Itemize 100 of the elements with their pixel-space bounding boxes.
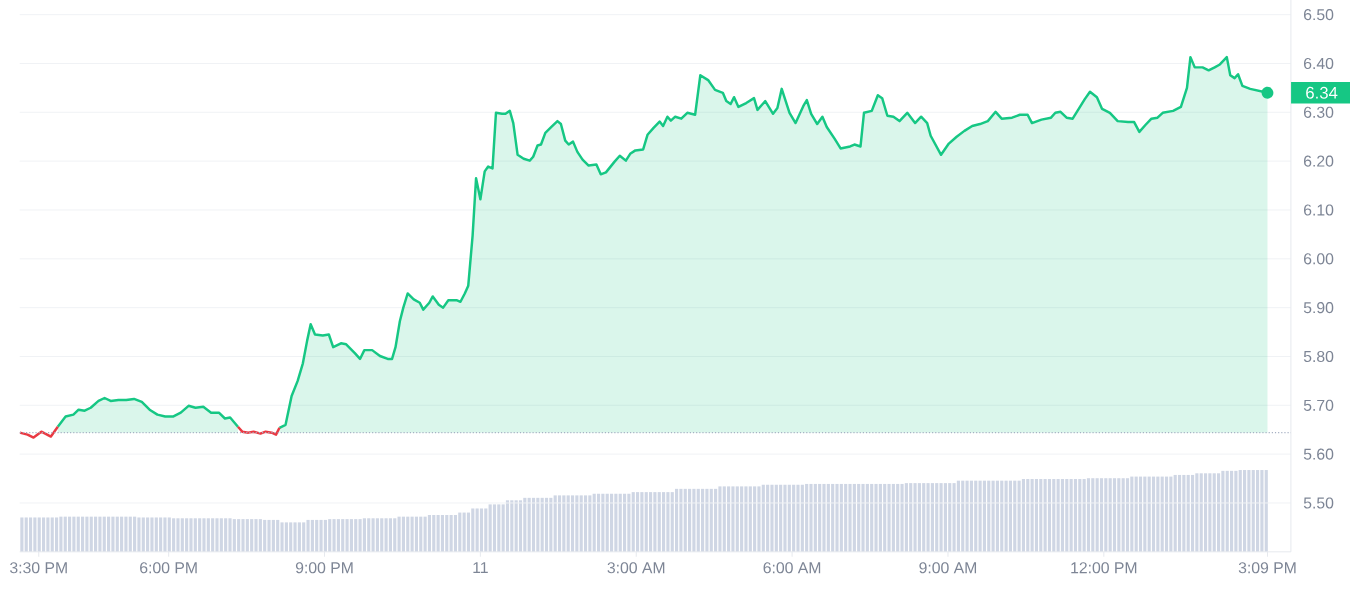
- bar: [1151, 476, 1156, 552]
- bar: [384, 518, 388, 552]
- y-tick-label: 6.10: [1304, 204, 1334, 216]
- bar: [1221, 470, 1225, 552]
- bar: [336, 519, 340, 552]
- bar: [276, 519, 280, 552]
- bar: [1013, 480, 1017, 552]
- bar: [445, 514, 449, 552]
- bar: [792, 484, 796, 552]
- bar: [1095, 478, 1099, 552]
- bar: [202, 518, 206, 552]
- bar: [518, 500, 523, 552]
- bar: [831, 483, 835, 552]
- bar: [896, 483, 900, 552]
- bar: [900, 483, 904, 552]
- y-tick-label: 5.60: [1303, 448, 1334, 460]
- x-tick-label: 6:00 AM: [763, 562, 821, 574]
- bar: [462, 512, 466, 552]
- bar: [1199, 473, 1203, 552]
- bar: [167, 517, 171, 552]
- bar: [76, 516, 80, 552]
- bar: [679, 488, 683, 552]
- bar: [406, 516, 410, 552]
- bar: [705, 488, 709, 552]
- bar: [280, 522, 284, 552]
- bar: [813, 483, 817, 552]
- bar: [965, 480, 969, 552]
- bar: [653, 492, 657, 552]
- bar: [1160, 476, 1164, 552]
- bar: [102, 516, 106, 552]
- y-tick-label: 5.50: [1303, 497, 1334, 509]
- bar: [666, 492, 670, 552]
- bar: [371, 518, 375, 552]
- bar: [1260, 469, 1264, 552]
- bar: [72, 516, 76, 552]
- bar: [1195, 473, 1199, 552]
- bar: [1008, 480, 1013, 552]
- bar: [497, 504, 501, 552]
- bar: [111, 516, 115, 552]
- bar: [709, 488, 713, 552]
- bar: [1039, 478, 1043, 552]
- bar: [241, 519, 245, 552]
- bar: [180, 518, 184, 552]
- bar: [94, 516, 98, 552]
- bar: [1108, 478, 1112, 552]
- bar: [1186, 474, 1190, 552]
- bar: [128, 516, 132, 552]
- bar: [1117, 478, 1121, 552]
- bar: [1060, 478, 1065, 552]
- bar: [488, 504, 492, 552]
- bar: [800, 484, 804, 552]
- bar: [1034, 478, 1039, 552]
- x-tick-label: 9:00 AM: [919, 562, 977, 574]
- bar: [714, 488, 718, 552]
- bar: [215, 518, 219, 552]
- bar: [987, 480, 991, 552]
- bar: [380, 518, 384, 552]
- bar: [575, 495, 579, 552]
- bar: [1091, 478, 1095, 552]
- bar: [757, 486, 761, 552]
- bar: [609, 493, 614, 552]
- bar: [198, 518, 202, 552]
- bar: [648, 492, 653, 552]
- bar: [1021, 478, 1026, 552]
- bar: [289, 522, 293, 552]
- bar: [818, 483, 822, 552]
- bar: [315, 519, 319, 552]
- bar: [982, 480, 986, 552]
- bar: [1234, 470, 1238, 552]
- bar: [1138, 476, 1143, 552]
- bar: [978, 480, 982, 552]
- bar: [115, 516, 119, 552]
- bar: [991, 480, 995, 552]
- bar: [423, 516, 427, 552]
- bar: [943, 483, 947, 552]
- bar: [211, 518, 215, 552]
- bar: [59, 516, 63, 552]
- bar: [319, 519, 323, 552]
- bar: [683, 488, 687, 552]
- bar: [631, 492, 635, 552]
- bar: [670, 492, 674, 552]
- bar: [891, 483, 895, 552]
- bar: [883, 483, 887, 552]
- bar: [1225, 470, 1229, 552]
- bar: [1256, 469, 1260, 552]
- bar: [904, 483, 908, 552]
- bar: [844, 483, 848, 552]
- bar: [588, 495, 592, 552]
- bar: [969, 480, 973, 552]
- bar: [185, 518, 189, 552]
- bar: [688, 488, 692, 552]
- bar: [501, 504, 505, 552]
- bar: [1065, 478, 1069, 552]
- bar: [1086, 478, 1091, 552]
- y-tick-label: 6.30: [1304, 106, 1334, 118]
- bar: [1099, 478, 1104, 552]
- bar: [961, 480, 965, 552]
- bar: [874, 483, 878, 552]
- x-tick-label: 11: [473, 562, 488, 573]
- bar: [310, 519, 314, 552]
